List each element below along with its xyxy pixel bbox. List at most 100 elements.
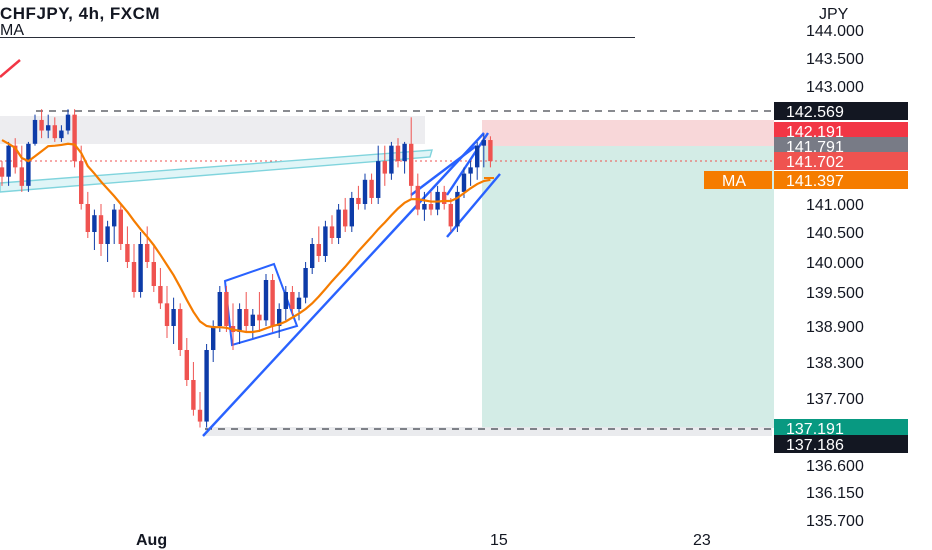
- wedge-lower-line: [446, 173, 501, 238]
- candle-body: [382, 161, 387, 174]
- candle-body: [488, 140, 493, 162]
- candle-body: [329, 226, 335, 238]
- price-tag-value: 137.191: [786, 421, 844, 438]
- price-tag-label-box: [704, 171, 772, 189]
- resistance-box: [0, 116, 425, 144]
- candle-body: [422, 204, 427, 210]
- candle-body: [112, 209, 117, 227]
- price-tag: [774, 171, 908, 189]
- candle-body: [461, 173, 467, 192]
- y-axis-tick: 143.500: [806, 51, 864, 68]
- candle-body: [415, 185, 420, 210]
- candle-body: [224, 292, 229, 326]
- trend-channel: [0, 149, 433, 193]
- candle-body: [59, 130, 64, 139]
- price-tag-value: 141.397: [786, 173, 844, 190]
- candle-body: [46, 125, 51, 131]
- candle-body: [263, 280, 269, 321]
- candle-body: [145, 244, 150, 262]
- candle-body: [191, 380, 196, 410]
- price-tag-value: 142.191: [786, 124, 844, 141]
- candle-body: [310, 244, 315, 268]
- price-tag: [774, 419, 908, 437]
- candle-body: [349, 197, 354, 227]
- y-axis-tick: 140.000: [806, 255, 864, 272]
- candle-body: [296, 297, 302, 309]
- candle-body: [72, 114, 77, 162]
- candle-body: [455, 191, 460, 227]
- wedge-upper-line: [445, 132, 490, 196]
- candle-body: [250, 314, 255, 326]
- price-tag-value: 137.186: [786, 437, 844, 454]
- y-axis-tick: 138.900: [806, 319, 864, 336]
- price-tag: [774, 152, 908, 170]
- y-axis-tick: 136.150: [806, 485, 864, 502]
- candle-body: [39, 119, 44, 131]
- candle-body: [217, 292, 222, 326]
- candle-body: [442, 191, 447, 204]
- ascending-trendline-upper: [410, 145, 477, 196]
- candle-body: [151, 262, 156, 286]
- indicator-label[interactable]: MA: [0, 22, 24, 39]
- candle-body: [316, 244, 321, 256]
- candle-body: [428, 204, 434, 210]
- candle-body: [98, 215, 104, 244]
- candle-body: [197, 409, 203, 422]
- price-tag-label: MA: [722, 173, 746, 190]
- y-axis-tick: 139.500: [806, 285, 864, 302]
- candle-body: [402, 143, 407, 162]
- candle-body: [171, 309, 176, 326]
- candle-body: [211, 326, 216, 350]
- candle-body: [257, 314, 262, 321]
- candle-body: [138, 244, 143, 292]
- candle-body: [118, 209, 123, 244]
- candle-body: [323, 226, 328, 256]
- y-axis-tick: 137.700: [806, 391, 864, 408]
- price-tag: [774, 137, 908, 155]
- y-axis-tick: 141.000: [806, 197, 864, 214]
- candle-body: [244, 309, 249, 326]
- candle-body: [105, 226, 110, 244]
- candle-body: [448, 204, 453, 227]
- candle-body: [277, 309, 282, 326]
- y-axis-tick: 143.000: [806, 79, 864, 96]
- price-tag-value: 141.702: [786, 154, 844, 171]
- y-axis-tick: 138.300: [806, 355, 864, 372]
- axis-currency-label: JPY: [819, 6, 849, 23]
- candle-body: [52, 125, 57, 139]
- support-box: [205, 427, 772, 436]
- legend-separator: [0, 37, 635, 38]
- moving-average-line: [1, 139, 491, 334]
- candle-body: [481, 140, 486, 146]
- candle-body: [184, 350, 189, 380]
- candle-body: [164, 303, 170, 326]
- candle-body: [369, 179, 374, 198]
- y-axis-tick: 135.700: [806, 513, 864, 530]
- price-tag: [774, 102, 908, 120]
- x-axis-tick: 23: [693, 532, 711, 549]
- candle-body: [19, 167, 24, 186]
- candle-body: [395, 145, 401, 162]
- candle-body: [343, 209, 348, 227]
- candle-body: [79, 161, 84, 204]
- candle-body: [92, 215, 97, 232]
- candle-body: [303, 268, 308, 298]
- flag-rectangle: [223, 262, 299, 347]
- candle-body: [475, 145, 480, 168]
- candle-body: [389, 145, 394, 174]
- stop-loss-zone: [482, 120, 774, 146]
- candle-body: [65, 114, 71, 131]
- candle-body: [13, 145, 18, 168]
- x-axis-tick: Aug: [136, 532, 167, 549]
- candle-body: [270, 280, 275, 326]
- y-axis-tick: 144.000: [806, 23, 864, 40]
- candle-body: [356, 197, 361, 204]
- drawing-stroke: [0, 59, 21, 78]
- y-axis-tick: 136.600: [806, 458, 864, 475]
- candle-body: [283, 292, 288, 309]
- candle-body: [32, 119, 38, 144]
- candle-body: [131, 262, 137, 292]
- candle-body: [178, 309, 183, 350]
- x-axis-tick: 15: [490, 532, 508, 549]
